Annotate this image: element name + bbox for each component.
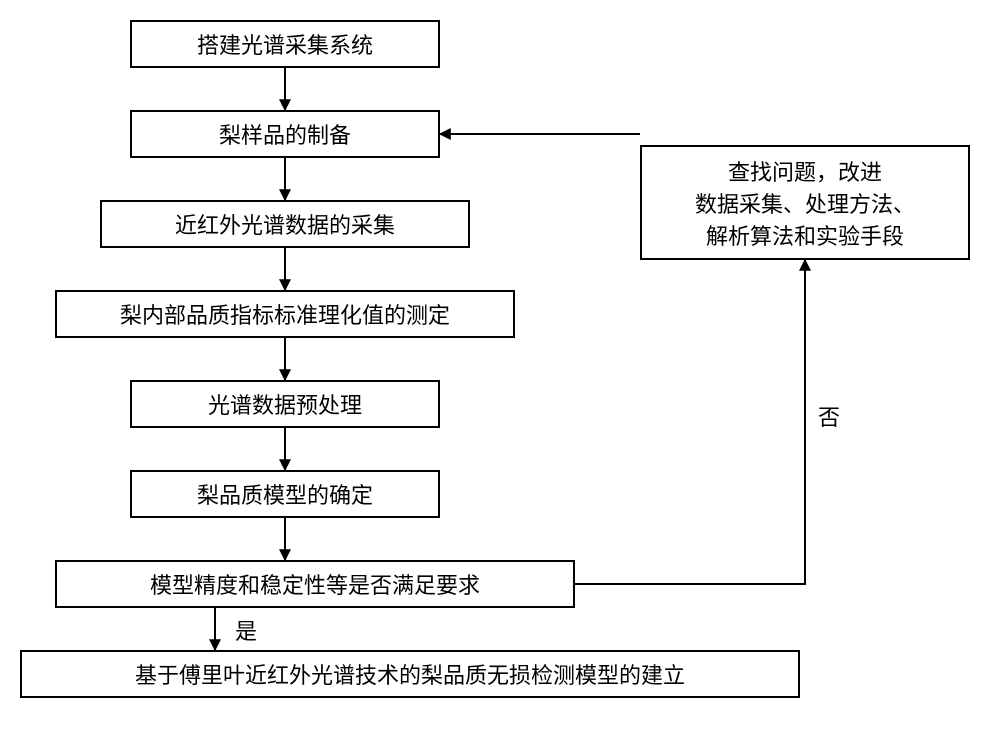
flow-node-n9: 查找问题，改进 数据采集、处理方法、 解析算法和实验手段 [640,145,970,260]
flow-node-n3: 近红外光谱数据的采集 [100,200,470,248]
edge-label: 是 [235,614,257,646]
flow-node-n2: 梨样品的制备 [130,110,440,158]
flow-edge [575,260,805,584]
flow-node-n6: 梨品质模型的确定 [130,470,440,518]
flow-node-n4: 梨内部品质指标标准理化值的测定 [55,290,515,338]
flow-node-n5: 光谱数据预处理 [130,380,440,428]
flow-node-n8: 基于傅里叶近红外光谱技术的梨品质无损检测模型的建立 [20,650,800,698]
flow-node-n7: 模型精度和稳定性等是否满足要求 [55,560,575,608]
flow-node-n1: 搭建光谱采集系统 [130,20,440,68]
edge-label: 否 [818,400,840,432]
